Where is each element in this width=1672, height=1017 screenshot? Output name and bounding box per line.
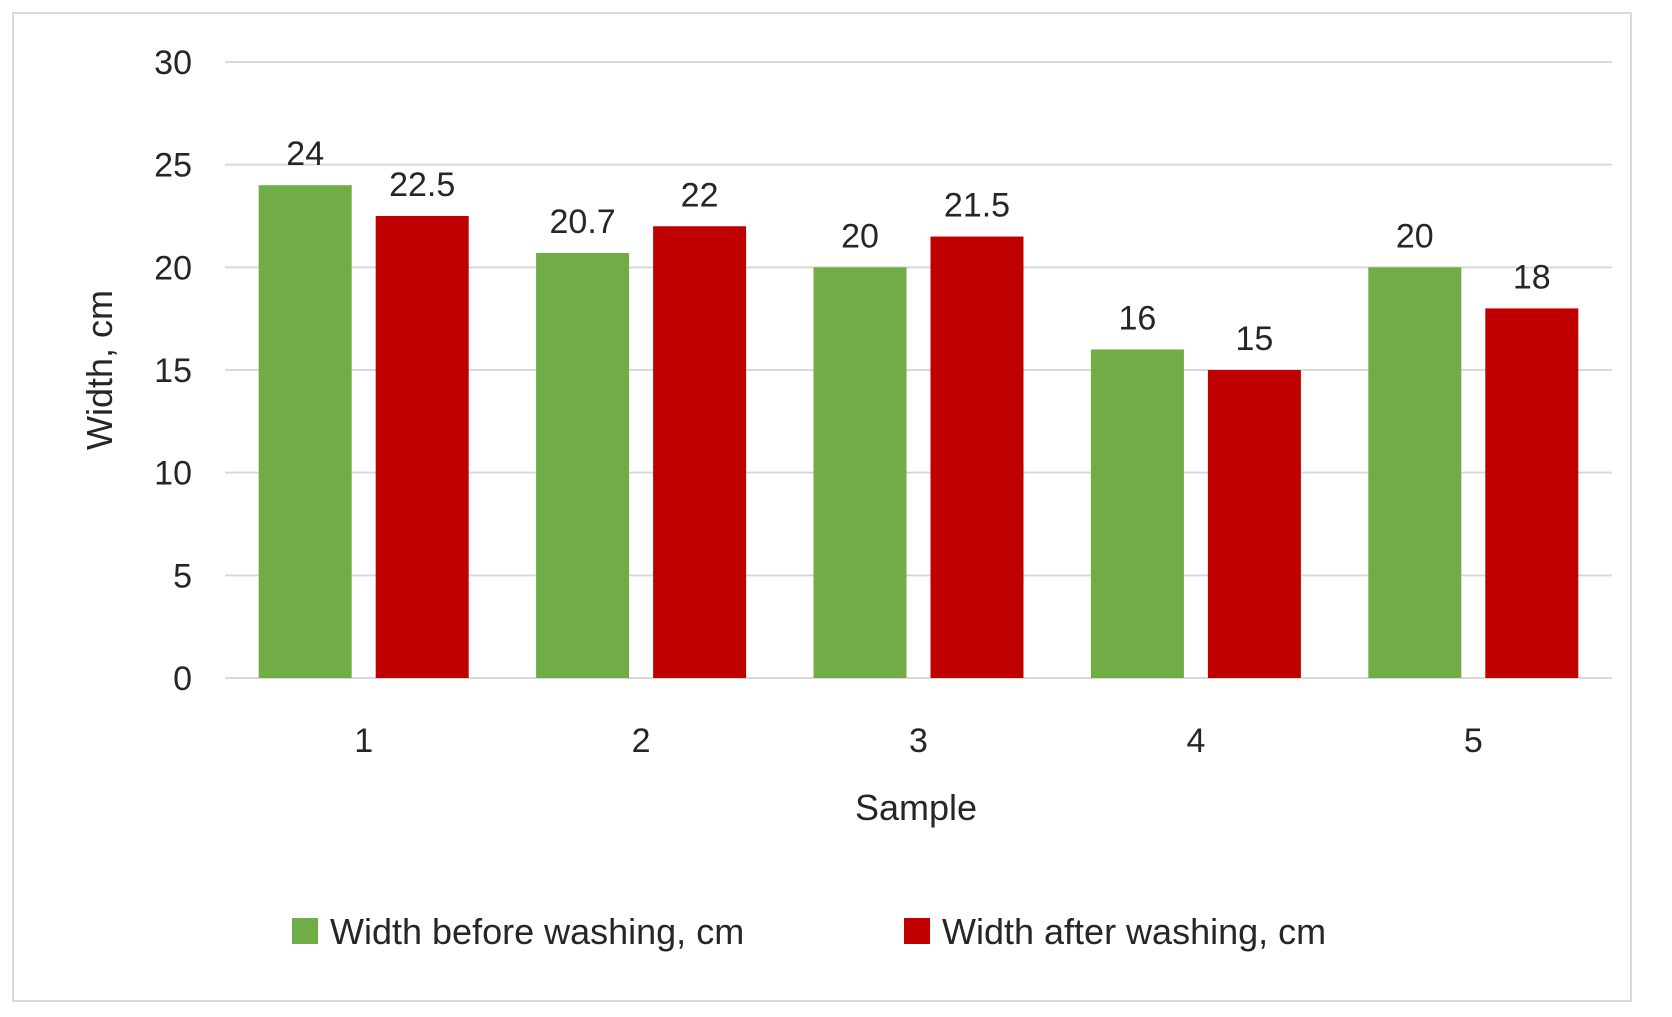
y-tick-label: 5 <box>173 557 192 595</box>
x-tick-label: 1 <box>354 722 373 760</box>
legend-label: Width after washing, cm <box>942 911 1326 952</box>
bar-series2-sample-1 <box>375 216 469 678</box>
data-label: 18 <box>1513 258 1551 296</box>
legend-label: Width before washing, cm <box>330 911 744 952</box>
data-label: 20 <box>1396 217 1434 255</box>
y-tick-label: 0 <box>173 660 192 698</box>
data-label: 22 <box>681 176 719 214</box>
data-label: 15 <box>1235 320 1273 358</box>
y-tick-label: 20 <box>154 249 192 287</box>
legend: Width before washing, cm Width after wash… <box>292 911 1326 952</box>
bars <box>258 185 1579 679</box>
y-tick-label: 10 <box>154 455 192 493</box>
y-tick-label: 30 <box>154 44 192 82</box>
data-labels: 24 22.5 20.7 22 20 21.5 16 15 20 18 <box>286 135 1550 358</box>
bar-series1-sample-2 <box>536 252 630 678</box>
y-tick-labels: 0 5 10 15 20 25 30 <box>154 44 192 698</box>
y-tick-label: 25 <box>154 147 192 185</box>
bar-series2-sample-2 <box>653 226 747 678</box>
x-tick-label: 5 <box>1464 722 1483 760</box>
bar-series1-sample-5 <box>1368 267 1462 678</box>
data-label: 24 <box>286 135 324 173</box>
bar-series1-sample-4 <box>1090 349 1184 678</box>
y-tick-label: 15 <box>154 352 192 390</box>
bar-series1-sample-3 <box>813 267 907 678</box>
x-tick-labels: 1 2 3 4 5 <box>354 722 1483 760</box>
data-label: 20 <box>841 217 879 255</box>
y-axis-title: Width, cm <box>79 290 120 450</box>
data-label: 16 <box>1118 299 1156 337</box>
data-label: 21.5 <box>944 187 1010 225</box>
data-label: 20.7 <box>550 203 616 241</box>
legend-swatch <box>904 918 930 944</box>
x-axis-title: Sample <box>855 787 977 828</box>
x-tick-label: 2 <box>632 722 651 760</box>
legend-swatch <box>292 918 318 944</box>
bar-series2-sample-4 <box>1207 370 1301 678</box>
bar-series2-sample-3 <box>930 236 1024 679</box>
bar-series2-sample-5 <box>1485 308 1579 678</box>
bar-series1-sample-1 <box>258 185 352 678</box>
x-tick-label: 3 <box>909 722 928 760</box>
x-tick-label: 4 <box>1186 722 1205 760</box>
data-label: 22.5 <box>389 166 455 204</box>
